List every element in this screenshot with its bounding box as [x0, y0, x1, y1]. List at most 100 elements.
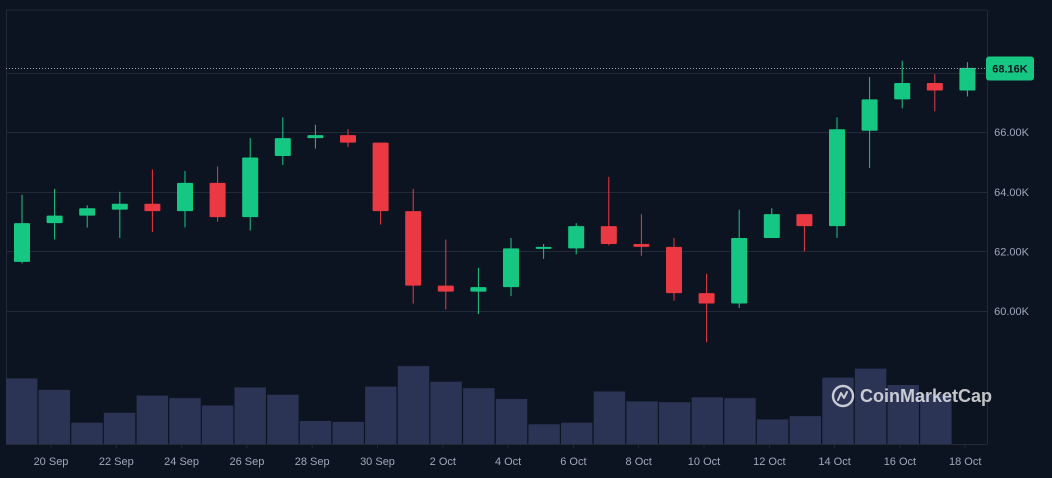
candle: [274, 117, 291, 165]
candle-body: [633, 243, 650, 247]
y-tick-label: 64.00K: [994, 187, 1030, 199]
volume-bar: [756, 419, 789, 444]
current-price-tag: 68.16K: [986, 56, 1034, 81]
volume-bar: [71, 422, 103, 444]
candle-body: [959, 67, 976, 91]
volume-bar: [593, 391, 626, 444]
candle: [861, 77, 878, 168]
candle: [503, 237, 519, 297]
candle-body: [763, 214, 780, 238]
candle: [372, 142, 389, 225]
coinmarketcap-watermark: CoinMarketCap: [831, 384, 992, 408]
candle: [535, 243, 552, 259]
candle-body: [894, 83, 911, 100]
volume-bar: [854, 368, 887, 444]
candle-body: [307, 135, 324, 139]
candle: [79, 205, 96, 228]
candle-body: [796, 214, 813, 227]
candle-body: [861, 99, 878, 131]
candle: [894, 60, 911, 109]
volume-bar: [299, 421, 332, 444]
candle-body: [535, 246, 552, 249]
volume-bar: [659, 402, 691, 444]
candle: [111, 191, 128, 238]
candle-body: [177, 182, 193, 212]
candle: [307, 124, 324, 149]
candle-body: [437, 285, 454, 292]
candle-body: [666, 246, 682, 294]
candle: [209, 166, 226, 222]
current-price-label: 68.16K: [992, 64, 1028, 76]
candle-body: [731, 237, 748, 304]
x-tick-label: 6 Oct: [560, 456, 586, 468]
volume-bar: [234, 387, 266, 444]
candle-body: [274, 138, 291, 157]
volume-bar: [397, 366, 430, 444]
candle-body: [144, 203, 161, 212]
candle-body: [405, 211, 422, 286]
candle: [600, 176, 617, 246]
volume-bar: [691, 397, 723, 444]
x-tick-label: 16 Oct: [884, 456, 916, 468]
volume-bar: [332, 421, 364, 444]
candles: [14, 60, 976, 343]
candle: [242, 138, 259, 231]
candle: [14, 194, 30, 264]
candle-body: [242, 157, 259, 218]
candle: [177, 170, 193, 228]
volume-bar: [887, 385, 919, 444]
candle-body: [698, 293, 715, 304]
candle-body: [79, 208, 96, 216]
candle: [340, 129, 356, 148]
volume-bar: [561, 422, 593, 444]
candle: [698, 273, 715, 343]
candle-body: [568, 226, 585, 249]
volume-bar: [463, 388, 495, 444]
candle: [731, 209, 748, 309]
candle-body: [209, 182, 226, 218]
candle-body: [46, 215, 63, 224]
x-tick-label: 18 Oct: [949, 456, 981, 468]
volume-bar: [201, 405, 234, 444]
candle: [437, 239, 454, 310]
candle: [405, 188, 422, 304]
x-tick-label: 28 Sep: [295, 456, 330, 468]
x-axis: 20 Sep 22 Sep 24 Sep 26 Sep 28 Sep 30 Sep 2 Oc…: [34, 444, 981, 468]
candle: [926, 74, 943, 112]
candle: [144, 169, 161, 233]
candle: [959, 62, 976, 97]
candle: [666, 237, 682, 301]
candle: [796, 214, 813, 252]
candle-body: [926, 83, 943, 91]
volume-bar: [626, 401, 658, 444]
candle: [633, 214, 650, 256]
candle-body: [600, 226, 617, 244]
volume-bar: [920, 394, 952, 444]
y-tick-label: 60.00K: [994, 306, 1030, 318]
x-tick-label: 10 Oct: [688, 456, 720, 468]
candle-body: [372, 142, 389, 212]
grid-lines: [6, 9, 988, 445]
current-price-tag-background: [986, 56, 1034, 81]
x-tick-label: 26 Sep: [229, 456, 264, 468]
x-tick-label: 24 Sep: [164, 456, 199, 468]
volume-bar: [169, 398, 201, 444]
volume-bar: [103, 412, 136, 444]
volume-bar: [267, 394, 299, 444]
volume-bar: [365, 386, 397, 444]
candle-body: [111, 203, 128, 210]
volume-bar: [495, 398, 528, 444]
y-tick-label: 66.00K: [994, 127, 1030, 139]
volume-bar: [430, 381, 462, 444]
x-tick-label: 8 Oct: [626, 456, 652, 468]
candle: [46, 188, 63, 240]
y-axis: 60.00K 62.00K 64.00K 66.00K: [994, 127, 1030, 318]
coinmarketcap-logo-icon: [831, 384, 855, 408]
x-tick-label: 30 Sep: [360, 456, 395, 468]
watermark-text: CoinMarketCap: [860, 386, 992, 406]
candle-body: [470, 287, 487, 292]
x-tick-label: 2 Oct: [430, 456, 456, 468]
volume-bar: [528, 424, 560, 444]
volume-bar: [789, 416, 821, 444]
